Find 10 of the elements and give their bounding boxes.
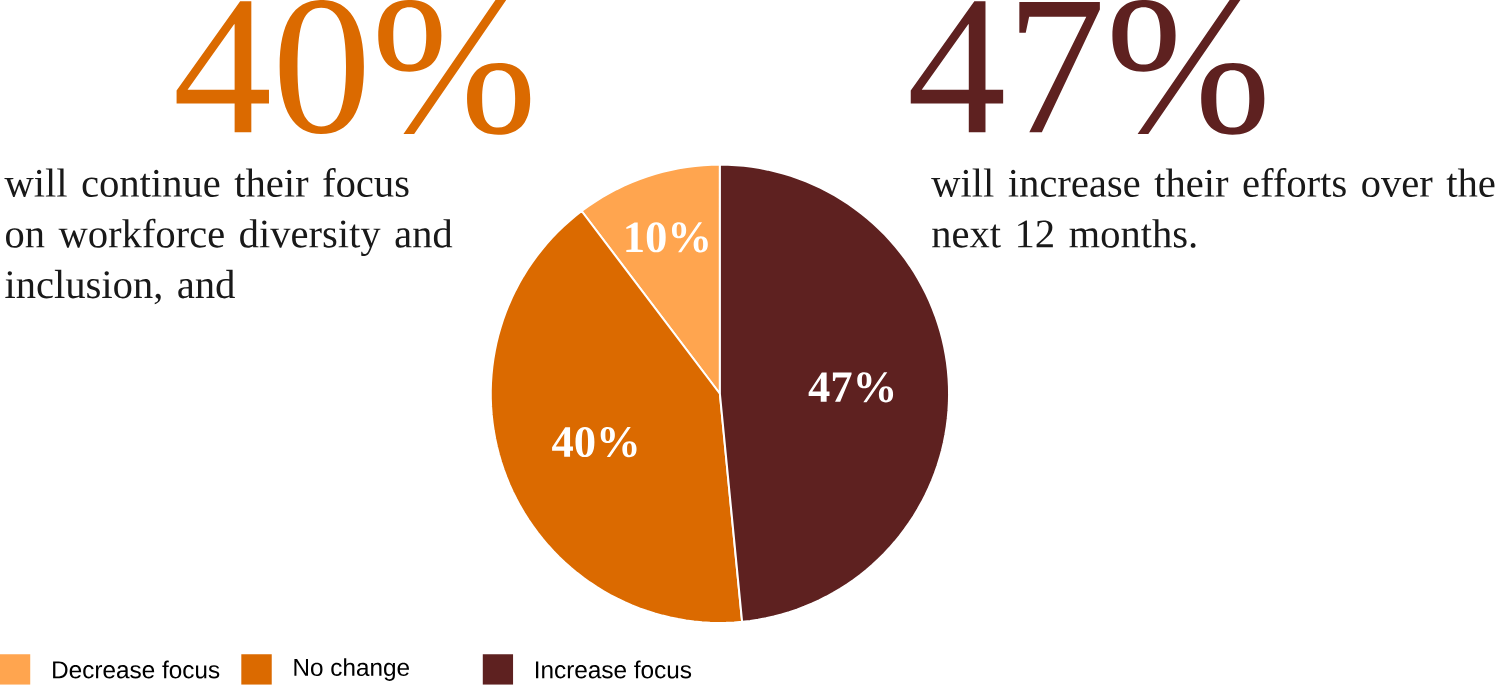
data-label: 47%	[808, 372, 894, 403]
legend-label: Decrease focus	[53, 660, 220, 679]
text: will increase their efforts over the next 12 months.	[931, 168, 1495, 248]
text: 40%	[176, 0, 531, 135]
text: will continue their focus on workforce diversity and inclusion, and	[4, 168, 453, 305]
legend-label: No change	[294, 658, 409, 682]
data-label: 10%	[626, 222, 708, 253]
data-label: 40%	[552, 427, 637, 458]
legend-label: Increase focus	[536, 660, 692, 679]
text: 47%	[910, 0, 1265, 135]
